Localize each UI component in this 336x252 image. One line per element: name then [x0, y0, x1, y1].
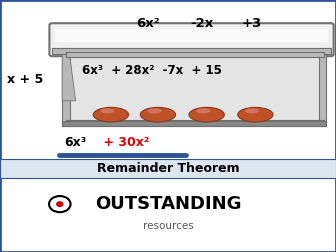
Ellipse shape [196, 108, 210, 113]
Text: x + 5: x + 5 [7, 73, 43, 86]
Bar [66, 54, 324, 126]
Ellipse shape [93, 107, 128, 122]
Text: -2x: -2x [190, 17, 213, 30]
Ellipse shape [140, 107, 175, 122]
Bar [62, 48, 70, 126]
FancyBboxPatch shape [49, 23, 334, 56]
Circle shape [57, 202, 63, 206]
Text: OUTSTANDING: OUTSTANDING [95, 195, 241, 213]
Polygon shape [62, 54, 76, 101]
Text: Remainder Theorem: Remainder Theorem [97, 162, 239, 175]
Bar [62, 121, 326, 126]
Ellipse shape [148, 108, 162, 113]
Bar [0, 159, 336, 178]
Bar [52, 48, 331, 54]
Ellipse shape [189, 107, 224, 122]
Bar [66, 120, 324, 126]
Ellipse shape [100, 108, 115, 113]
Bar [66, 52, 324, 57]
Text: resources: resources [142, 220, 194, 231]
Text: 6x²: 6x² [136, 17, 160, 30]
Ellipse shape [238, 107, 273, 122]
Bar [55, 29, 328, 42]
Ellipse shape [245, 108, 259, 113]
Text: +3: +3 [242, 17, 262, 30]
Bar [319, 48, 326, 126]
Text: + 30x²: + 30x² [99, 136, 150, 149]
Text: 6x³: 6x³ [64, 136, 86, 149]
Text: 6x³  + 28x²  -7x  + 15: 6x³ + 28x² -7x + 15 [82, 64, 222, 77]
